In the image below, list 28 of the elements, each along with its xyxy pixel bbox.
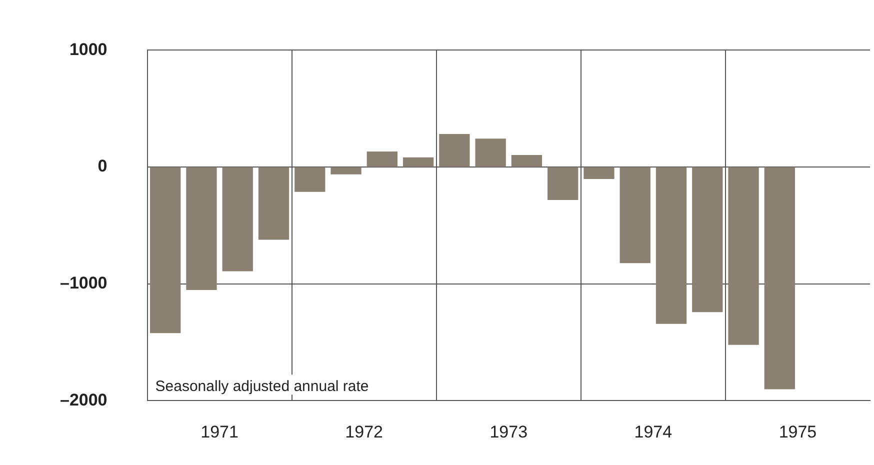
y-tick-label: 0 — [98, 156, 108, 176]
x-tick-label: 1975 — [778, 422, 817, 442]
x-tick-label: 1974 — [634, 422, 672, 442]
bar — [620, 167, 650, 264]
y-tick-label: –1000 — [60, 273, 108, 292]
bar — [366, 151, 398, 167]
annotation: Seasonally adjusted annual rate — [155, 378, 369, 396]
y-tick-label: –2000 — [60, 390, 108, 410]
bar — [150, 167, 181, 334]
x-tick-label: 1972 — [345, 422, 384, 442]
bar — [439, 134, 470, 167]
bar — [548, 167, 578, 200]
bar — [475, 138, 506, 167]
x-tick-label: 1971 — [200, 422, 238, 442]
bar — [764, 167, 795, 390]
bar — [222, 167, 253, 272]
bar — [728, 167, 759, 345]
bar — [402, 157, 434, 167]
bar — [258, 167, 290, 240]
bar — [584, 167, 614, 180]
bar — [656, 167, 687, 324]
bar — [511, 154, 542, 167]
bar — [186, 167, 217, 290]
bar — [294, 167, 326, 192]
y-tick-label: 1000 — [69, 40, 108, 59]
bar — [330, 167, 362, 174]
bar — [692, 167, 723, 312]
x-tick-label: 1973 — [490, 422, 528, 442]
